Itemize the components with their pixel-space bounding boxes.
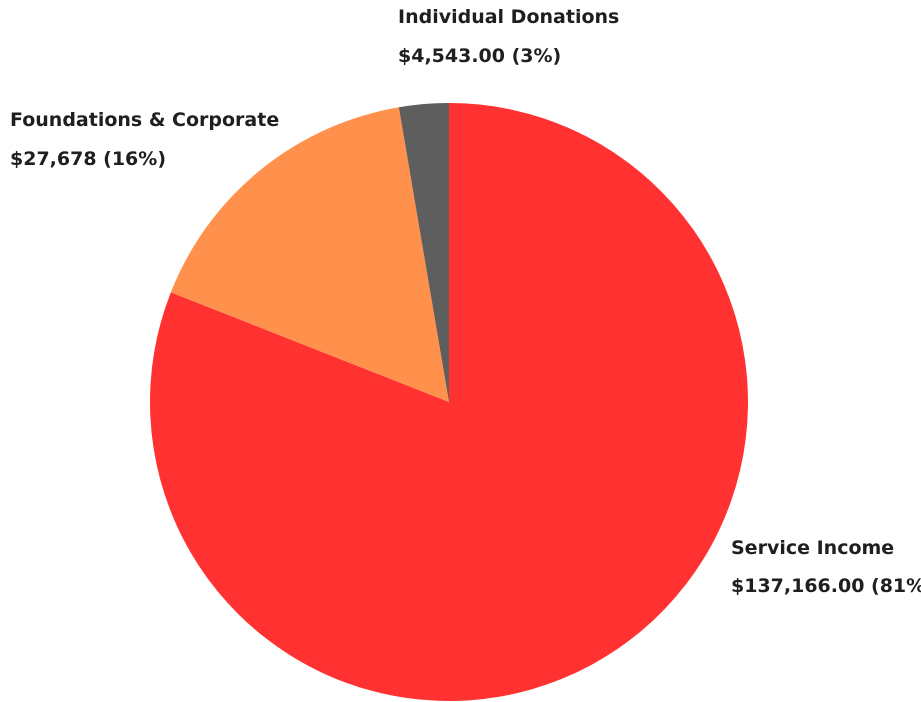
pie-slice-service-income: [149, 103, 748, 701]
slice-value-individual-donations: $4,543.00 (3%): [398, 45, 562, 67]
pie-slice-individual-donations: [398, 103, 449, 402]
slice-label-individual-donations: Individual Donations: [398, 6, 620, 28]
slice-value-foundations-corporate: $27,678 (16%): [10, 148, 166, 170]
pie-slice-foundations-corporate: [170, 107, 449, 403]
slice-label-foundations-corporate: Foundations & Corporate: [10, 109, 280, 131]
slice-label-service-income: Service Income: [731, 537, 895, 559]
slice-value-service-income: $137,166.00 (81%): [731, 575, 921, 597]
